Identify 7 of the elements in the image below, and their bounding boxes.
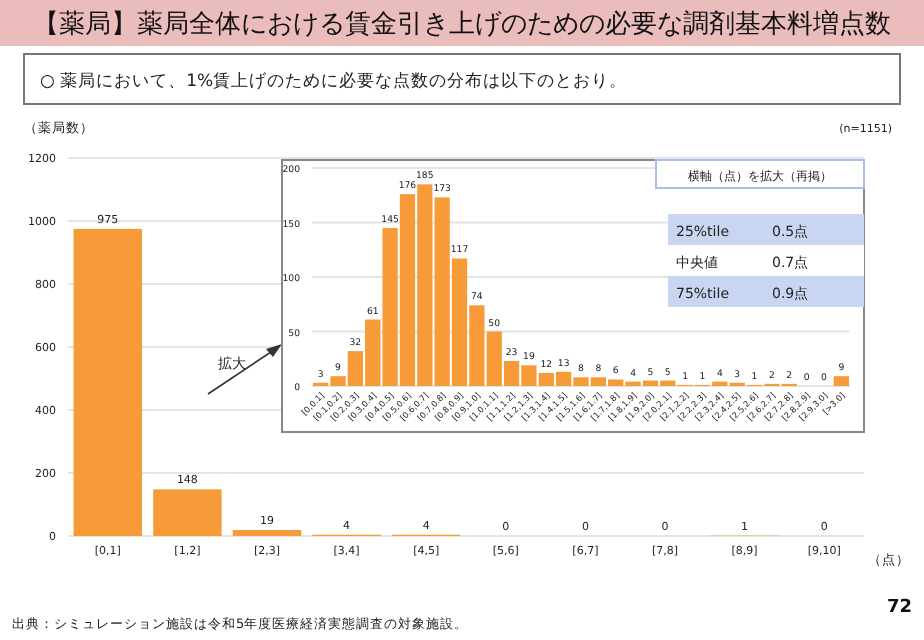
bar xyxy=(232,530,302,536)
chart-subtitle: ○ 薬局において、1%賃上げのために必要な点数の分布は以下のとおり。 xyxy=(40,70,628,92)
bar xyxy=(833,376,849,386)
chart-title: 【薬局】薬局全体における賃金引き上げのための必要な調剤基本料増点数 xyxy=(33,8,891,40)
bar xyxy=(153,489,222,536)
text: 72 xyxy=(886,598,912,618)
bar xyxy=(73,228,143,536)
